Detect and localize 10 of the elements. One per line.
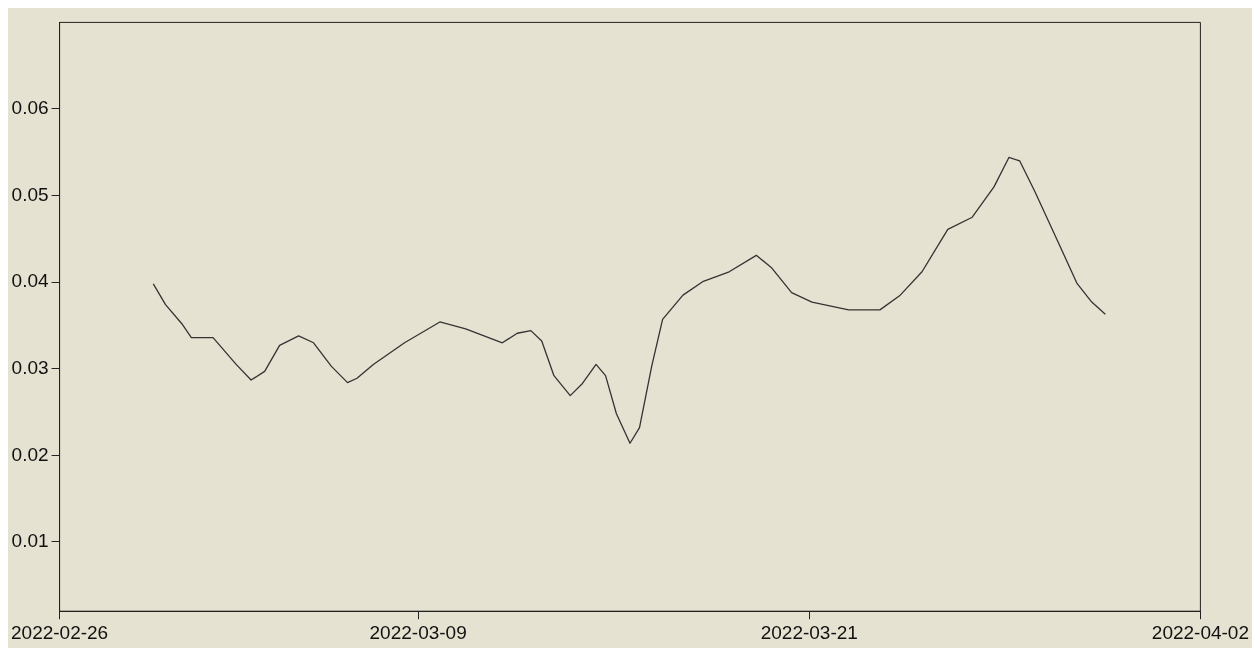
y-tick-label: 0.03	[11, 356, 49, 378]
y-tick-label: 0.06	[11, 97, 49, 119]
y-tick-label: 0.02	[11, 443, 49, 465]
y-tick-label: 0.04	[11, 270, 50, 292]
y-tick-label: 0.01	[11, 530, 49, 552]
x-tick-label: 2022-03-21	[760, 621, 858, 643]
x-tick-label: 2022-02-26	[10, 621, 109, 643]
x-tick-label: 2022-03-09	[369, 621, 467, 643]
y-tick-label: 0.05	[11, 183, 49, 205]
x-tick-label: 2022-04-02	[1151, 621, 1250, 643]
